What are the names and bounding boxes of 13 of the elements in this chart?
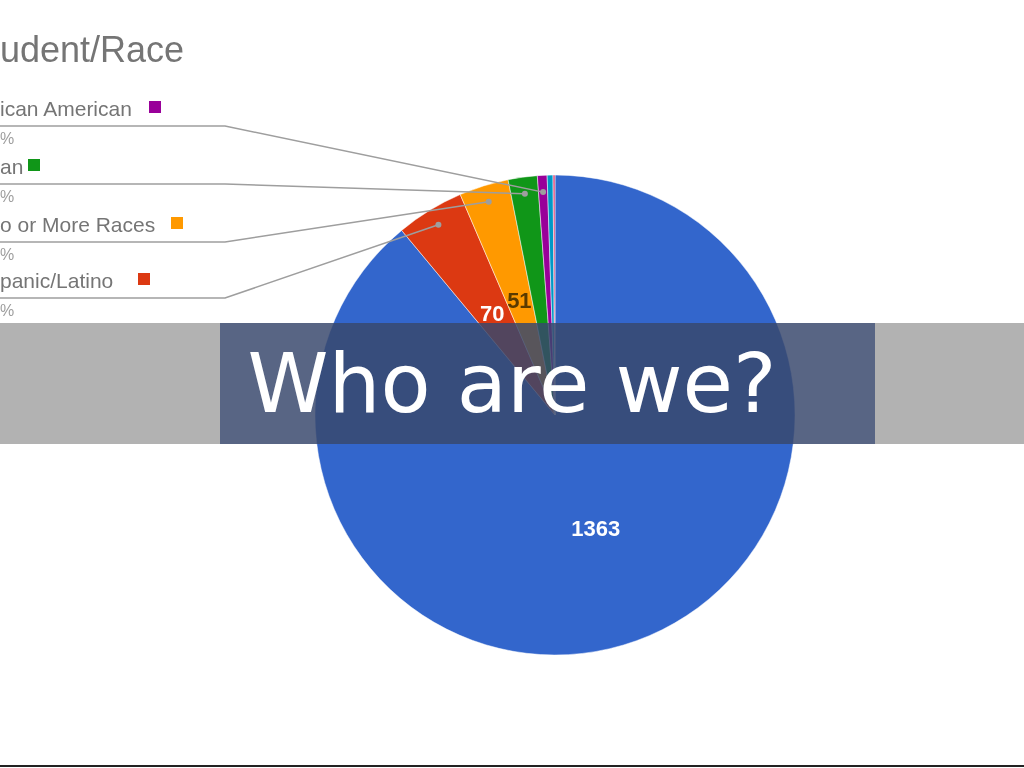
data-label: 51 — [507, 288, 532, 314]
legend-label: panic/Latino — [0, 269, 114, 292]
legend-label: an — [0, 155, 24, 178]
legend-label: o or More Races — [0, 213, 156, 236]
legend-label: ican American — [0, 97, 132, 120]
text: % — [0, 246, 15, 263]
text: % — [0, 188, 15, 205]
text: % — [0, 302, 15, 319]
chart-title: udent/Race — [0, 29, 185, 70]
data-label: 70 — [480, 300, 505, 326]
text: Who are we? — [247, 336, 777, 431]
data-label: 1363 — [571, 515, 621, 541]
text: % — [0, 130, 15, 147]
